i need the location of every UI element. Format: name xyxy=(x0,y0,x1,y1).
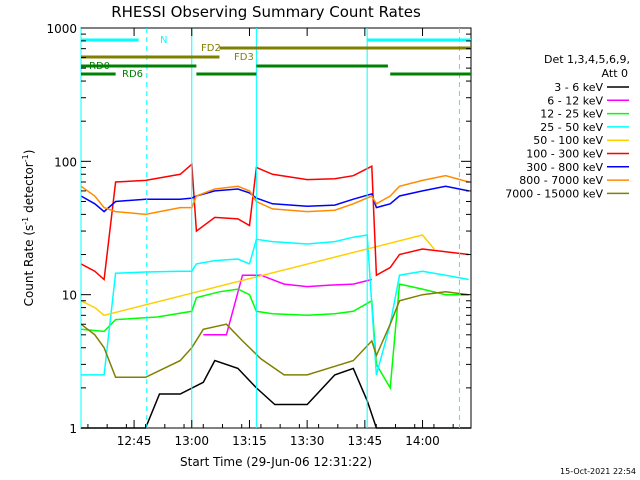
series-line-2 xyxy=(80,283,469,391)
x-tick-label-5: 14:00 xyxy=(405,434,440,448)
legend-label-5: 100 - 300 keV xyxy=(526,148,603,161)
x-tick-label-2: 13:15 xyxy=(232,434,267,448)
svg-text:Count Rate (s-1 detector-1): Count Rate (s-1 detector-1) xyxy=(21,150,36,307)
legend-label-8: 7000 - 15000 keV xyxy=(505,187,603,200)
y-tick-label-2: 100 xyxy=(54,155,77,169)
footer-date: 15-Oct-2021 22:54 xyxy=(560,467,636,476)
legend-header-2: Att 0 xyxy=(602,67,628,80)
legend-label-2: 12 - 25 keV xyxy=(540,108,603,121)
flag-layer: N FD2 FD3 RD0 RD6 xyxy=(81,35,471,80)
vline-layer xyxy=(80,28,460,428)
y-tick-label-1: 10 xyxy=(62,289,77,303)
legend-label-0: 3 - 6 keV xyxy=(554,81,603,94)
flag-label-fd2: FD2 xyxy=(201,43,221,54)
legend-label-1: 6 - 12 keV xyxy=(547,94,603,107)
flag-label-rd0: RD0 xyxy=(89,61,110,72)
legend-header-1: Det 1,3,4,5,6,9, xyxy=(544,53,630,66)
flag-label-n: N xyxy=(160,35,167,46)
x-tick-label-0: 12:45 xyxy=(117,434,152,448)
legend-label-3: 25 - 50 keV xyxy=(540,121,603,134)
series-line-3 xyxy=(81,234,469,376)
y-tick-label-0: 1 xyxy=(69,422,77,436)
flag-label-rd6: RD6 xyxy=(122,69,143,80)
series-line-4 xyxy=(80,234,435,317)
x-axis-label: Start Time (29-Jun-06 12:31:22) xyxy=(180,455,372,469)
y-axis-label: Count Rate (s-1 detector-1) xyxy=(21,150,36,307)
y-tick-label-3: 1000 xyxy=(46,22,77,36)
x-tick-label-1: 13:00 xyxy=(174,434,209,448)
series-line-0 xyxy=(81,359,471,429)
x-tick-label-4: 13:45 xyxy=(348,434,383,448)
legend-label-7: 800 - 7000 keV xyxy=(519,174,603,187)
series-line-5 xyxy=(80,162,469,282)
chart-title: RHESSI Observing Summary Count Rates xyxy=(111,3,421,21)
plot-frame xyxy=(80,27,472,429)
legend-label-6: 300 - 800 keV xyxy=(526,161,603,174)
axis-layer: 12:45 13:00 13:15 13:30 13:45 14:00 1 10 100 1000 xyxy=(46,22,471,448)
x-tick-label-3: 13:30 xyxy=(290,434,325,448)
series-line-1 xyxy=(203,274,372,336)
flag-label-fd3: FD3 xyxy=(234,52,254,63)
legend-label-4: 50 - 100 keV xyxy=(533,134,603,147)
plot-area xyxy=(80,27,472,429)
series-line-7 xyxy=(80,174,469,216)
series-layer xyxy=(80,162,471,429)
series-line-8 xyxy=(80,291,469,379)
series-line-6 xyxy=(80,185,469,213)
